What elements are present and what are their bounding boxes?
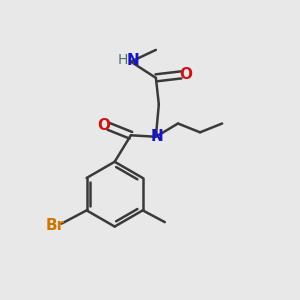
- Text: N: N: [150, 129, 163, 144]
- Text: O: O: [97, 118, 110, 133]
- Text: Br: Br: [46, 218, 65, 232]
- Text: O: O: [180, 67, 193, 82]
- Text: H: H: [117, 53, 128, 67]
- Text: N: N: [127, 53, 140, 68]
